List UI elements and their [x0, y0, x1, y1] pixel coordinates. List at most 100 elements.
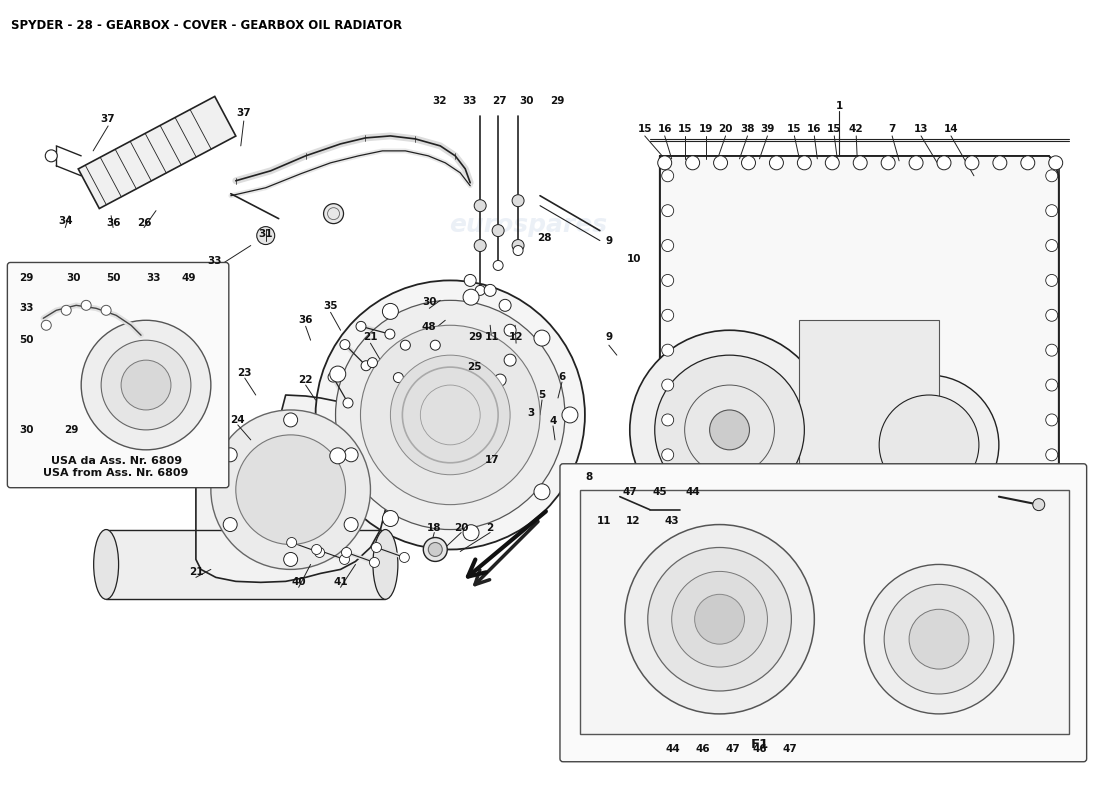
Circle shape: [400, 340, 410, 350]
Circle shape: [383, 510, 398, 526]
Text: 30: 30: [19, 425, 34, 435]
Circle shape: [311, 545, 321, 554]
Circle shape: [1046, 554, 1058, 566]
Circle shape: [81, 320, 211, 450]
Circle shape: [1046, 518, 1058, 530]
Circle shape: [714, 604, 727, 618]
Text: 16: 16: [658, 124, 672, 134]
Circle shape: [62, 306, 72, 315]
Circle shape: [993, 156, 1007, 170]
Text: 36: 36: [106, 218, 120, 228]
Text: 32: 32: [432, 96, 447, 106]
Text: 44: 44: [666, 744, 680, 754]
Circle shape: [340, 340, 350, 350]
Text: 12: 12: [509, 332, 524, 342]
Circle shape: [534, 484, 550, 500]
Circle shape: [1046, 310, 1058, 322]
Circle shape: [714, 156, 727, 170]
Circle shape: [316, 281, 585, 550]
Circle shape: [825, 604, 839, 618]
Circle shape: [463, 290, 478, 305]
Circle shape: [1046, 379, 1058, 391]
Circle shape: [662, 588, 673, 600]
Circle shape: [330, 448, 345, 464]
Text: 42: 42: [849, 124, 864, 134]
Circle shape: [854, 156, 867, 170]
Text: 20: 20: [454, 522, 469, 533]
Circle shape: [879, 395, 979, 494]
Circle shape: [694, 594, 745, 644]
Text: F1: F1: [750, 738, 769, 750]
Circle shape: [463, 525, 478, 541]
Text: 20: 20: [718, 124, 733, 134]
Circle shape: [492, 225, 504, 237]
Circle shape: [284, 413, 298, 427]
FancyBboxPatch shape: [78, 97, 235, 209]
Circle shape: [937, 156, 952, 170]
Circle shape: [909, 610, 969, 669]
Circle shape: [513, 246, 524, 255]
Text: 8: 8: [585, 472, 593, 482]
Bar: [580, 490, 1069, 734]
Circle shape: [474, 200, 486, 212]
Circle shape: [1046, 205, 1058, 217]
Circle shape: [493, 261, 503, 270]
Circle shape: [769, 604, 783, 618]
Circle shape: [769, 156, 783, 170]
Text: 29: 29: [19, 274, 33, 283]
Circle shape: [399, 553, 409, 562]
Text: 41: 41: [333, 578, 348, 587]
Circle shape: [323, 204, 343, 224]
Circle shape: [361, 361, 371, 370]
Circle shape: [625, 525, 814, 714]
Text: 50: 50: [106, 274, 120, 283]
Circle shape: [494, 374, 506, 386]
Circle shape: [662, 379, 673, 391]
Circle shape: [343, 398, 353, 408]
Text: 29: 29: [468, 332, 483, 342]
Circle shape: [424, 538, 448, 562]
Text: 14: 14: [944, 124, 958, 134]
Circle shape: [881, 156, 895, 170]
Text: 35: 35: [323, 302, 338, 311]
FancyBboxPatch shape: [560, 464, 1087, 762]
Ellipse shape: [373, 530, 398, 599]
Circle shape: [881, 604, 895, 618]
Text: 46: 46: [695, 744, 710, 754]
Circle shape: [1046, 449, 1058, 461]
Text: 9: 9: [605, 332, 613, 342]
Circle shape: [328, 372, 338, 382]
Text: eurospares: eurospares: [449, 468, 607, 492]
Circle shape: [937, 604, 952, 618]
Polygon shape: [106, 530, 385, 599]
Polygon shape: [660, 156, 1058, 619]
Text: 31: 31: [258, 229, 273, 238]
Circle shape: [430, 340, 440, 350]
Circle shape: [361, 326, 540, 505]
Circle shape: [1046, 414, 1058, 426]
Text: 11: 11: [596, 515, 612, 526]
Circle shape: [534, 330, 550, 346]
Circle shape: [658, 604, 672, 618]
Text: eurospares: eurospares: [745, 531, 903, 555]
Circle shape: [658, 156, 672, 170]
Text: 33: 33: [146, 274, 162, 283]
Circle shape: [654, 355, 804, 505]
Circle shape: [965, 156, 979, 170]
Text: 47: 47: [725, 744, 740, 754]
Text: 10: 10: [627, 254, 641, 265]
Circle shape: [662, 344, 673, 356]
Circle shape: [1046, 274, 1058, 286]
Circle shape: [825, 156, 839, 170]
Circle shape: [287, 538, 297, 547]
Circle shape: [484, 285, 496, 296]
Text: 49: 49: [182, 274, 196, 283]
Circle shape: [390, 355, 510, 474]
Text: 28: 28: [537, 233, 551, 242]
Circle shape: [372, 542, 382, 553]
Circle shape: [1046, 170, 1058, 182]
Circle shape: [662, 449, 673, 461]
Circle shape: [344, 448, 359, 462]
Circle shape: [662, 554, 673, 566]
Circle shape: [672, 571, 768, 667]
